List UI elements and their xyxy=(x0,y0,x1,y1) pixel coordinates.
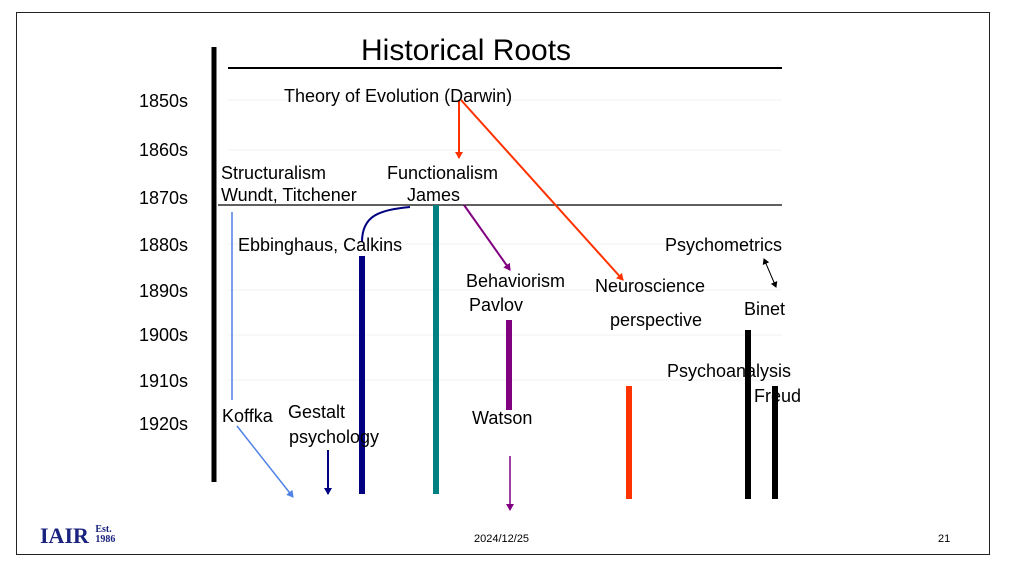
slide-frame xyxy=(16,12,990,555)
footer-date: 2024/12/25 xyxy=(474,533,530,545)
year-label: 1920s xyxy=(139,414,189,434)
label-neuroscience: Neuroscience xyxy=(595,276,706,296)
label-james: James xyxy=(407,185,461,205)
label-freud: Freud xyxy=(754,386,802,406)
logo-text: IAIR xyxy=(40,523,89,548)
iair-logo: IAIR Est. 1986 xyxy=(40,523,115,549)
label-gestalt: Gestalt xyxy=(288,402,346,422)
slide-title: Historical Roots xyxy=(361,34,572,67)
label-wundt: Wundt, Titchener xyxy=(221,185,357,205)
binet-bar xyxy=(745,330,751,499)
freud-bar xyxy=(772,386,778,499)
neuroscience-bar xyxy=(626,386,632,499)
ebbinghaus-curve xyxy=(361,206,411,243)
year-label: 1900s xyxy=(139,325,189,345)
label-psychoanalysis: Psychoanalysis xyxy=(667,361,792,381)
arrow-james-behaviorism xyxy=(463,204,511,271)
year-label: 1870s xyxy=(139,188,189,208)
arrow-darwin-neuroscience xyxy=(460,99,624,281)
label-psychology: psychology xyxy=(289,427,380,447)
label-watson: Watson xyxy=(472,408,533,428)
label-behaviorism: Behaviorism xyxy=(466,271,566,291)
arrow-koffka xyxy=(236,425,294,498)
page-number: 21 xyxy=(938,533,951,545)
arrow-psychometrics-binet xyxy=(762,258,778,288)
label-structuralism: Structuralism xyxy=(221,163,327,183)
year-label: 1860s xyxy=(139,140,189,160)
ebbinghaus-bar xyxy=(359,256,365,494)
label-darwin: Theory of Evolution (Darwin) xyxy=(284,86,513,106)
year-label: 1890s xyxy=(139,281,189,301)
functionalism-bar xyxy=(433,205,439,494)
year-label: 1880s xyxy=(139,235,189,255)
label-perspective: perspective xyxy=(610,310,703,330)
behaviorism-bar xyxy=(506,320,512,410)
label-pavlov: Pavlov xyxy=(469,295,524,315)
label-koffka: Koffka xyxy=(222,406,273,426)
grid-lines xyxy=(228,99,782,381)
year-label: 1910s xyxy=(139,371,189,391)
label-functionalism: Functionalism xyxy=(387,163,499,183)
logo-year: 1986 xyxy=(95,534,116,545)
label-binet: Binet xyxy=(744,299,786,319)
year-label: 1850s xyxy=(139,91,189,111)
label-ebbinghaus: Ebbinghaus, Calkins xyxy=(238,235,403,255)
logo-est: Est. xyxy=(95,524,112,535)
label-psychometrics: Psychometrics xyxy=(665,235,783,255)
